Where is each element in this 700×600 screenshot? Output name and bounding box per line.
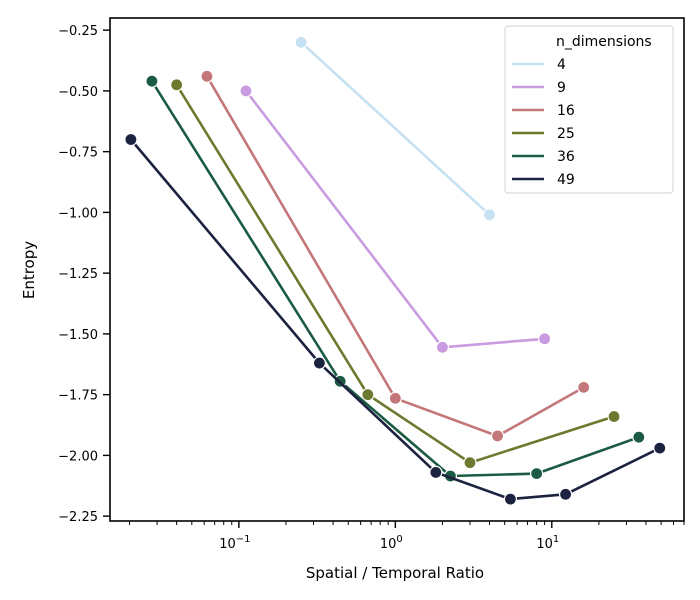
legend-item: 9 (512, 80, 566, 96)
x-tick-label: 101 (536, 534, 559, 552)
x-axis-label: Spatial / Temporal Ratio (306, 564, 484, 582)
legend-label: 4 (557, 57, 566, 73)
legend-label: 25 (557, 126, 575, 142)
x-tick-label: 10−1 (219, 534, 250, 552)
y-tick-label: −0.25 (58, 24, 98, 39)
legend-box (504, 25, 674, 194)
legend-item: 36 (512, 149, 575, 165)
series-line (300, 41, 491, 216)
data-point (170, 78, 184, 92)
data-point (200, 69, 214, 83)
legend-item: 4 (512, 57, 566, 73)
series-line (175, 84, 615, 465)
data-point (558, 487, 573, 501)
y-tick-label: −1.00 (58, 206, 98, 221)
data-point (124, 132, 138, 147)
data-point (653, 441, 667, 455)
data-point (361, 388, 375, 402)
y-tick-label: −0.75 (58, 146, 98, 161)
data-point (435, 340, 450, 354)
y-tick-label: −1.75 (58, 389, 98, 404)
series-25 (170, 78, 621, 470)
data-point (312, 356, 326, 370)
series-9 (239, 84, 552, 354)
series-layer (124, 35, 667, 506)
y-tick-label: −2.25 (58, 510, 98, 525)
data-point (294, 35, 308, 49)
data-point (145, 74, 159, 88)
legend-label: 16 (557, 103, 575, 119)
data-point (490, 429, 505, 443)
legend-title: n_dimensions (556, 34, 652, 50)
plot-frame (109, 17, 685, 522)
legend-label: 9 (557, 80, 566, 96)
x-axis: 10−1 100 101 (129, 521, 685, 552)
legend-label: 49 (557, 172, 575, 188)
data-point (607, 409, 621, 424)
series-16 (200, 69, 591, 443)
y-tick-label: −1.50 (58, 328, 98, 343)
series-line (205, 75, 585, 438)
series-line (129, 138, 661, 501)
y-tick-label: −1.25 (58, 267, 98, 282)
series-49 (124, 132, 667, 506)
data-point (503, 492, 518, 506)
data-point (429, 465, 443, 480)
data-point (463, 456, 477, 470)
series-4 (294, 35, 497, 222)
data-point (388, 391, 402, 405)
legend-label: 36 (557, 149, 575, 165)
legend-item: 16 (512, 103, 575, 119)
y-axis-label: Entropy (20, 241, 38, 299)
y-tick-label: −2.00 (58, 449, 98, 464)
data-point (239, 84, 253, 98)
data-point (482, 208, 497, 222)
data-point (577, 380, 591, 394)
data-point (632, 430, 646, 444)
y-axis: −0.25 −0.50 −0.75 −1.00 −1.25 −1.50 −1.75 −2.00… (58, 24, 110, 525)
data-point (530, 467, 544, 481)
legend-item: 25 (512, 126, 575, 142)
y-tick-label: −0.50 (58, 85, 98, 100)
legend-item: 49 (512, 172, 575, 188)
data-point (538, 332, 552, 346)
x-tick-label: 100 (380, 534, 403, 552)
